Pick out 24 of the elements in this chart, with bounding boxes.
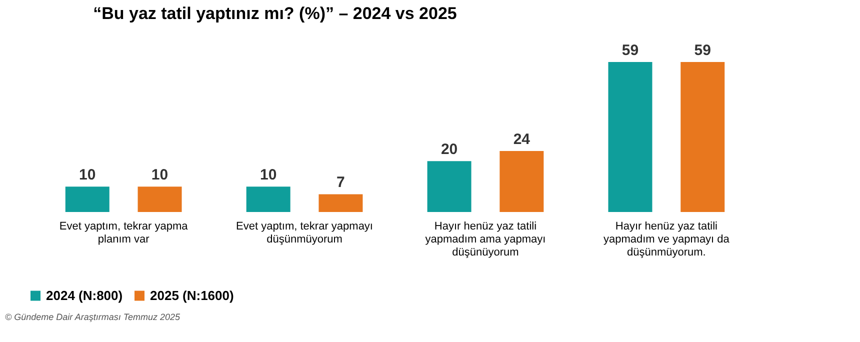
bar (680, 62, 725, 212)
bar (65, 186, 110, 212)
data-label: 59 (694, 42, 711, 59)
bar (427, 161, 472, 212)
data-label: 10 (79, 166, 96, 184)
text: © Gündeme Dair Araştırması Temmuz 2025 (5, 312, 182, 322)
x-tick-label: Evet yaptım, tekrar yapma planım var (59, 220, 189, 246)
bar (318, 194, 363, 212)
legend-label: 2024 (N:800) (46, 288, 123, 303)
data-label: 10 (151, 166, 168, 184)
chart-title: “Bu yaz tatil yaptınız mı? (%)” – 2024 vs 2025 (93, 4, 457, 23)
bar (138, 186, 182, 212)
data-label: 7 (336, 174, 345, 192)
bar (608, 62, 652, 212)
x-tick-label: Evet yaptım, tekrar yapmayı düşünmüyorum (236, 220, 373, 246)
bar (246, 186, 290, 212)
data-label: 59 (622, 42, 639, 59)
data-label: 20 (440, 141, 458, 158)
legend-label: 2025 (N:1600) (150, 288, 234, 303)
data-label: 24 (513, 130, 531, 148)
data-label: 10 (260, 166, 277, 184)
x-tick-label: Hayır henüz yaz tatili yapmadım ve yapmayı da düşünmüyorum. (603, 220, 730, 258)
x-tick-label: Hayır henüz yaz tatili yapmadım ama yapmayı düşünüyorum (425, 220, 546, 258)
bar (500, 150, 544, 212)
